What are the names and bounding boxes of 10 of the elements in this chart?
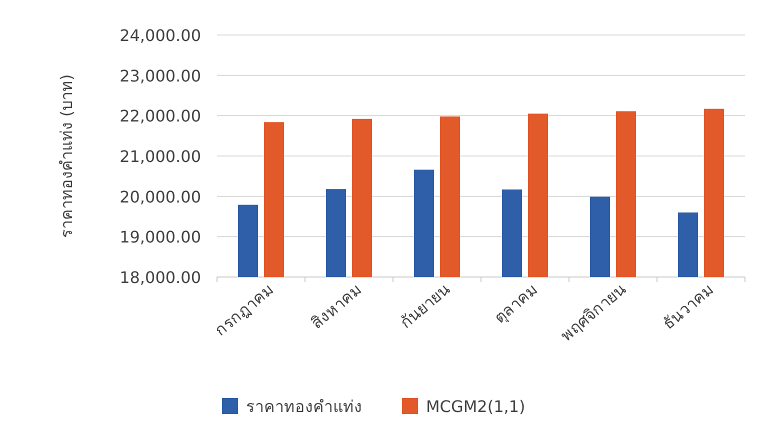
legend-label: MCGM2(1,1) <box>426 397 526 416</box>
y-tick-label: 19,000.00 <box>120 228 201 247</box>
y-tick-label: 24,000.00 <box>120 26 201 45</box>
y-tick-label: 23,000.00 <box>120 66 201 86</box>
y-tick-label: 20,000.00 <box>120 187 201 206</box>
legend-label: ราคาทองคำแท่ง <box>246 397 362 416</box>
y-tick-label: 18,000.00 <box>120 268 201 287</box>
y-tick-label: 21,000.00 <box>120 147 201 166</box>
y-axis-title: ราคาทองคำแท่ง (บาท) <box>57 74 76 238</box>
y-tick-label: 22,000.00 <box>120 106 201 126</box>
